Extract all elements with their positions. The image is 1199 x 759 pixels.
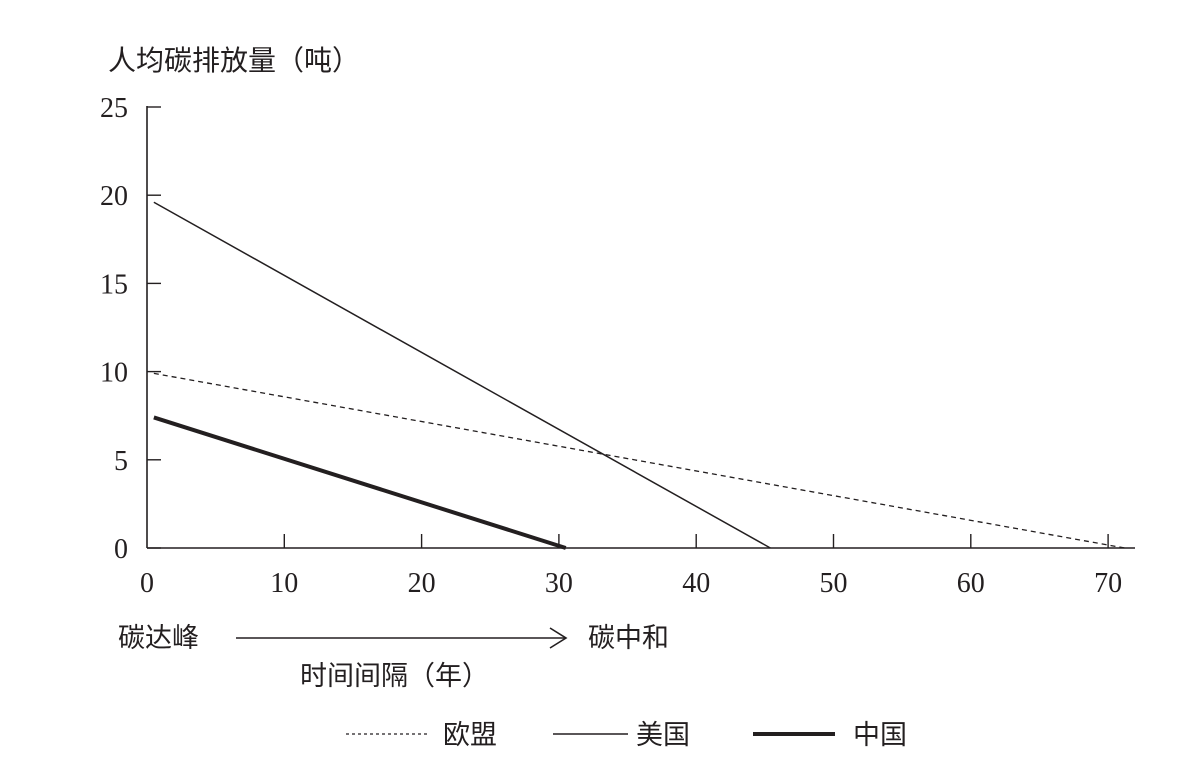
y-tick-label: 15 <box>100 269 128 300</box>
x-tick-label: 10 <box>270 568 298 599</box>
series-line-2 <box>153 415 567 550</box>
y-tick-label: 20 <box>100 181 128 212</box>
x-axis-label: 时间间隔（年） <box>300 661 489 692</box>
legend-label-cn: 中国 <box>853 720 907 751</box>
x-tick-label: 70 <box>1094 568 1122 599</box>
axes: 0 5 10 15 20 25 0 10 20 30 40 50 60 70 <box>100 93 1135 599</box>
data-lines <box>153 201 1125 550</box>
x-tick-label: 30 <box>545 568 573 599</box>
x-tick-label: 40 <box>682 568 710 599</box>
y-tick-label: 5 <box>114 446 128 477</box>
y-tick-label: 10 <box>100 358 128 389</box>
legend-label-eu: 欧盟 <box>443 720 497 751</box>
arrow-head-icon <box>549 627 568 649</box>
y-tick-label: 0 <box>114 534 128 565</box>
legend: 欧盟 美国 中国 <box>346 720 907 751</box>
carbon-peak-label: 碳达峰 <box>118 623 199 654</box>
y-axis-label: 人均碳排放量（吨） <box>108 44 360 77</box>
y-tick-label: 25 <box>100 93 128 124</box>
series-line-1 <box>153 201 771 549</box>
legend-label-us: 美国 <box>636 720 690 751</box>
x-tick-label: 50 <box>820 568 848 599</box>
x-tick-label: 60 <box>957 568 985 599</box>
x-tick-label: 20 <box>408 568 436 599</box>
x-tick-label: 0 <box>140 568 154 599</box>
carbon-neutral-label: 碳中和 <box>588 623 669 654</box>
series-line-0 <box>153 372 1125 549</box>
